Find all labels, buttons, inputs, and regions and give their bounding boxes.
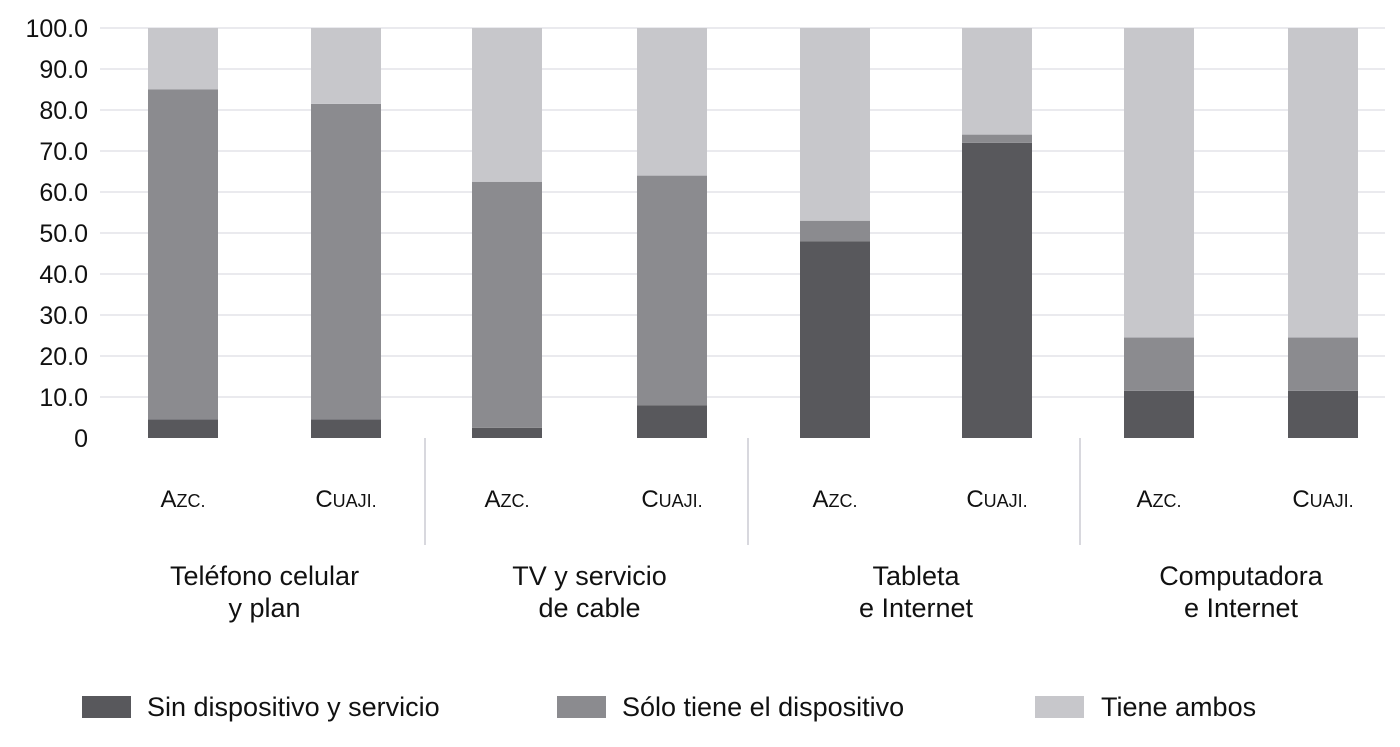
category-label: CUAJI.	[1292, 486, 1353, 513]
group-label-line-2: y plan	[228, 593, 300, 623]
category-labels: AZC. CUAJI. AZC. CUAJI. AZC. CUAJI. AZC. CUAJI.	[160, 486, 1353, 513]
bar-segment-series-1	[962, 142, 1032, 439]
bar-segment-series-1	[472, 427, 542, 438]
y-tick-label: 90.0	[39, 56, 88, 84]
bar-segment-series-2	[962, 134, 1032, 143]
y-tick-label: 80.0	[39, 97, 88, 125]
y-tick-label: 100.0	[25, 15, 88, 43]
bar-segment-series-2	[472, 181, 542, 428]
legend-label: Sin dispositivo y servicio	[147, 692, 440, 722]
bar-segment-series-2	[1288, 337, 1358, 391]
bar-segment-series-2	[800, 220, 870, 242]
legend-swatch	[557, 696, 606, 718]
y-tick-label: 30.0	[39, 302, 88, 330]
y-tick-label: 20.0	[39, 343, 88, 371]
category-label: CUAJI.	[966, 486, 1027, 513]
bars	[148, 28, 1358, 439]
bar-segment-series-3	[962, 28, 1032, 135]
category-label: CUAJI.	[641, 486, 702, 513]
bar-segment-series-3	[1124, 28, 1194, 338]
bar-segment-series-1	[1288, 390, 1358, 438]
bar-segment-series-1	[800, 241, 870, 438]
group-label-line-1: Tableta	[872, 561, 960, 591]
y-tick-label: 60.0	[39, 179, 88, 207]
group-label-line-1: Computadora	[1159, 561, 1324, 591]
legend-swatch	[1035, 696, 1084, 718]
bar-segment-series-2	[637, 175, 707, 406]
y-tick-label: 70.0	[39, 138, 88, 166]
bar-segment-series-2	[148, 89, 218, 420]
bar-segment-series-3	[148, 28, 218, 90]
legend: Sin dispositivo y servicio Sólo tiene el …	[82, 692, 1256, 722]
category-label: AZC.	[1136, 486, 1181, 513]
group-label-line-2: e Internet	[1184, 593, 1299, 623]
legend-label: Sólo tiene el dispositivo	[622, 692, 904, 722]
bar-segment-series-3	[800, 28, 870, 221]
bar-segment-series-3	[1288, 28, 1358, 338]
bar-segment-series-2	[1124, 337, 1194, 391]
category-label: AZC.	[484, 486, 529, 513]
group-separators	[424, 438, 1081, 545]
bar-segment-series-1	[311, 419, 381, 438]
bar-segment-series-3	[311, 28, 381, 104]
legend-swatch	[82, 696, 131, 718]
y-tick-label: 40.0	[39, 261, 88, 289]
y-axis-ticks: 0 10.0 20.0 30.0 40.0 50.0 60.0 70.0 80.0 90.0 100…	[25, 15, 88, 453]
y-tick-label: 50.0	[39, 220, 88, 248]
category-label: AZC.	[160, 486, 205, 513]
group-label-line-2: de cable	[538, 593, 640, 623]
bar-segment-series-1	[1124, 390, 1194, 438]
group-label-line-1: TV y servicio	[512, 561, 667, 591]
bar-segment-series-1	[637, 405, 707, 438]
y-tick-label: 0	[74, 425, 88, 453]
bar-segment-series-2	[311, 103, 381, 420]
bar-segment-series-3	[472, 28, 542, 182]
category-label: CUAJI.	[315, 486, 376, 513]
y-tick-label: 10.0	[39, 384, 88, 412]
category-label: AZC.	[812, 486, 857, 513]
legend-label: Tiene ambos	[1101, 692, 1256, 722]
group-label-line-2: e Internet	[859, 593, 974, 623]
bar-segment-series-3	[637, 28, 707, 176]
group-label-line-1: Teléfono celular	[170, 561, 359, 591]
bar-segment-series-1	[148, 419, 218, 438]
